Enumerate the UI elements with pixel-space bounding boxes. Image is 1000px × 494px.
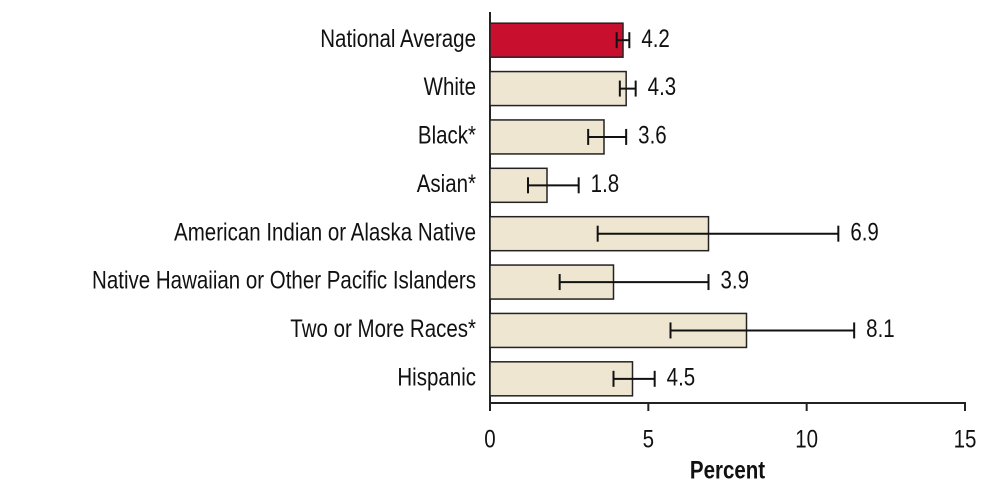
x-tick-label: 0 [484,425,495,453]
error-bar [615,32,631,49]
error-bar [612,370,656,387]
value-label: 3.6 [638,121,666,149]
x-axis-title: Percent [690,456,766,484]
value-label: 1.8 [591,169,619,197]
bar [489,70,627,107]
x-tick-label: 5 [643,425,654,453]
error-bar [669,322,856,339]
bar [489,119,605,155]
y-tick-label: Black* [418,121,476,149]
value-label: 3.9 [721,266,749,294]
error-bar [527,177,580,194]
y-tick-label: National Average [320,24,476,52]
error-bar [558,274,710,291]
y-tick-label: American Indian or Alaska Native [174,217,476,245]
bar [489,22,624,58]
y-tick-label: Hispanic [397,362,476,390]
value-label: 4.3 [648,72,676,100]
y-tick-label: White [424,72,476,100]
x-tick-label: 10 [795,425,818,453]
error-bar [596,225,840,242]
error-bar [618,80,637,97]
y-tick-label: Asian* [417,169,476,197]
error-bar [587,128,628,145]
value-label: 4.5 [667,362,695,390]
bar [489,361,634,397]
value-label: 6.9 [850,217,878,245]
value-label: 4.2 [641,24,669,52]
value-label: 8.1 [866,314,894,342]
x-tick-label: 15 [954,425,977,453]
y-tick-label: Two or More Races* [290,314,476,342]
y-tick-label: Native Hawaiian or Other Pacific Islande… [92,266,476,294]
